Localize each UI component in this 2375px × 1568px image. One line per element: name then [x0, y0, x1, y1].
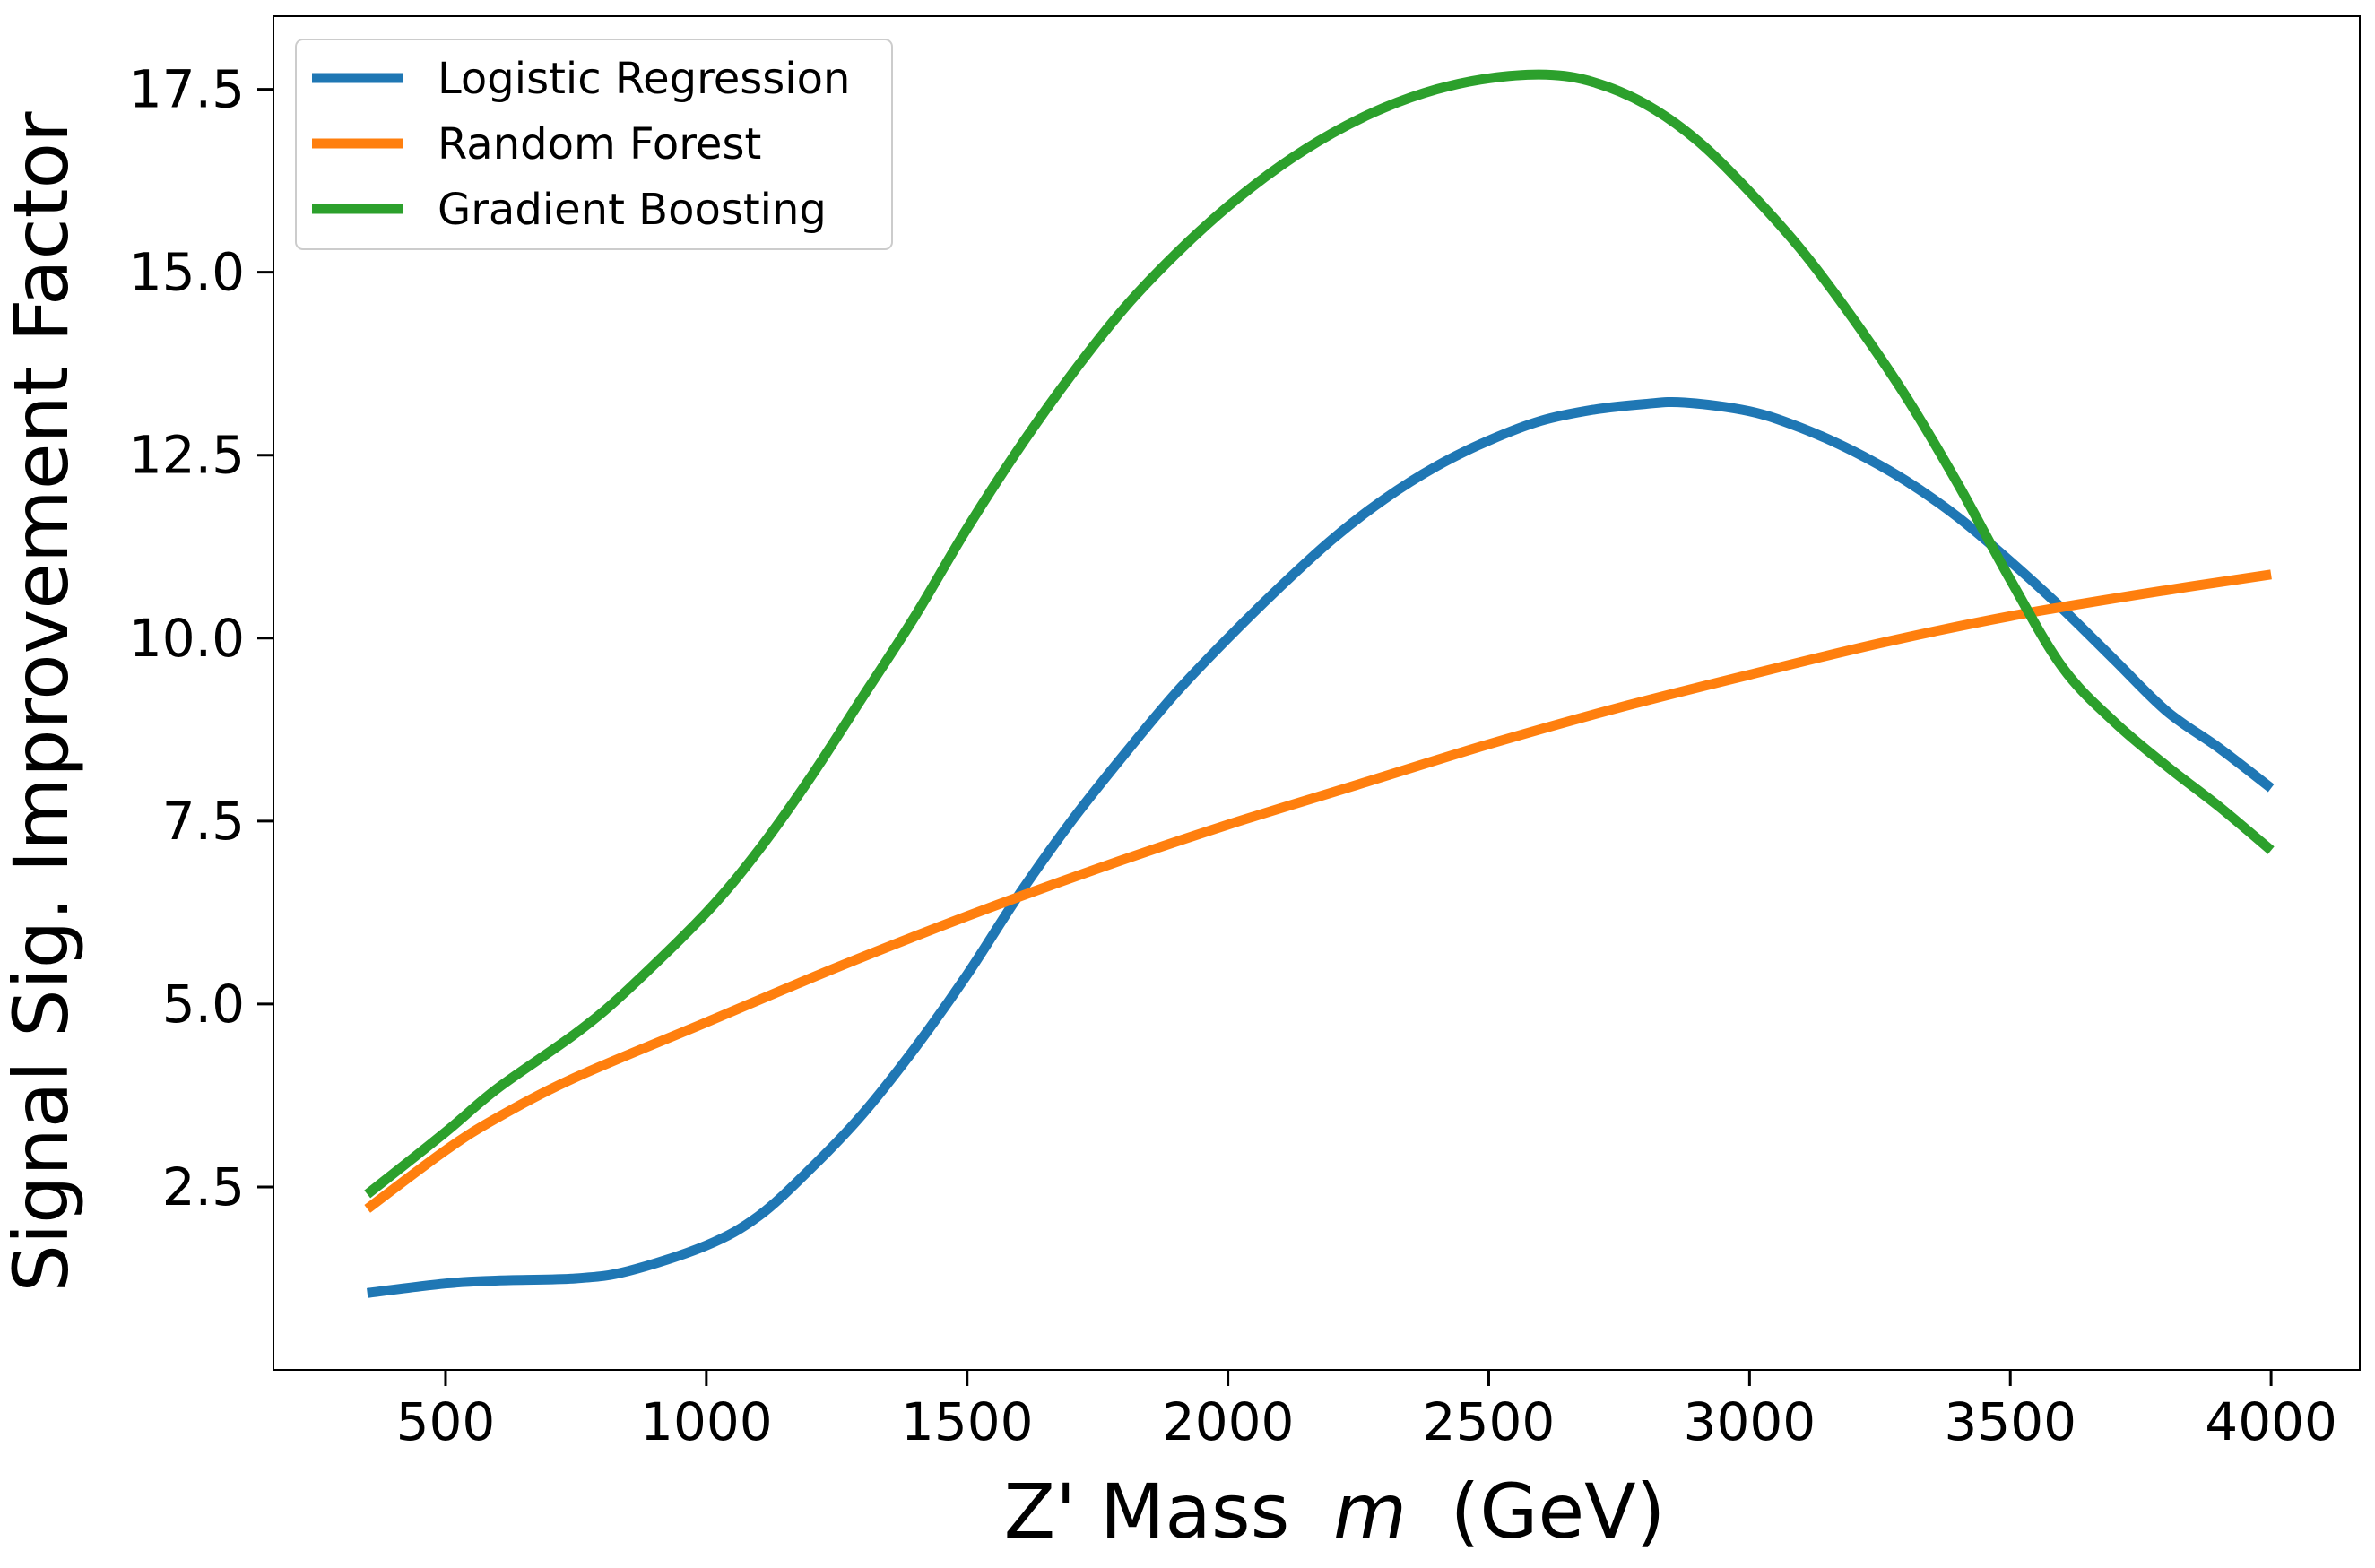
- legend: Logistic Regression Random Forest Gradient…: [295, 39, 893, 250]
- y-axis: 2.5 5.0 7.5 10.0 12.5 15.0 17.5: [129, 59, 273, 1217]
- x-tick-label: 500: [396, 1391, 496, 1452]
- plot-frame: [273, 15, 2361, 1371]
- x-axis-title-text: Z' Mass: [1004, 1468, 1290, 1555]
- legend-label-random-forest: Random Forest: [438, 119, 761, 169]
- series-line-random-forest: [364, 569, 2272, 1213]
- y-tick-label: 7.5: [162, 791, 245, 852]
- x-tick-label: 2000: [1162, 1391, 1295, 1452]
- x-axis-title-variable: m: [1333, 1468, 1407, 1555]
- series-layer: [364, 69, 2275, 1298]
- x-tick-label: 2500: [1423, 1391, 1556, 1452]
- y-tick-label: 17.5: [129, 59, 245, 120]
- y-tick-label: 2.5: [162, 1157, 245, 1217]
- y-tick-label: 15.0: [129, 242, 245, 303]
- x-tick-label: 1000: [640, 1391, 773, 1452]
- y-axis-title: Signal Sig. Improvement Factor: [0, 111, 85, 1292]
- x-axis-title-unit: (GeV): [1451, 1468, 1666, 1555]
- series-line-gradient-boosting: [364, 69, 2275, 1199]
- y-tick-label: 12.5: [129, 425, 245, 486]
- y-tick-label: 10.0: [129, 608, 245, 669]
- y-tick-label: 5.0: [162, 974, 245, 1035]
- x-tick-label: 3000: [1684, 1391, 1816, 1452]
- legend-box: [295, 39, 893, 250]
- series-line-logistic-regression: [367, 396, 2275, 1298]
- legend-label-logistic-regression: Logistic Regression: [438, 54, 850, 104]
- x-axis-title: Z' Mass m (GeV): [1004, 1468, 1666, 1555]
- x-tick-label: 4000: [2205, 1391, 2337, 1452]
- x-axis: 500 1000 1500 2000 2500 3000 3500 4000: [396, 1370, 2337, 1452]
- x-tick-label: 3500: [1944, 1391, 2076, 1452]
- legend-label-gradient-boosting: Gradient Boosting: [438, 185, 827, 235]
- x-tick-label: 1500: [901, 1391, 1034, 1452]
